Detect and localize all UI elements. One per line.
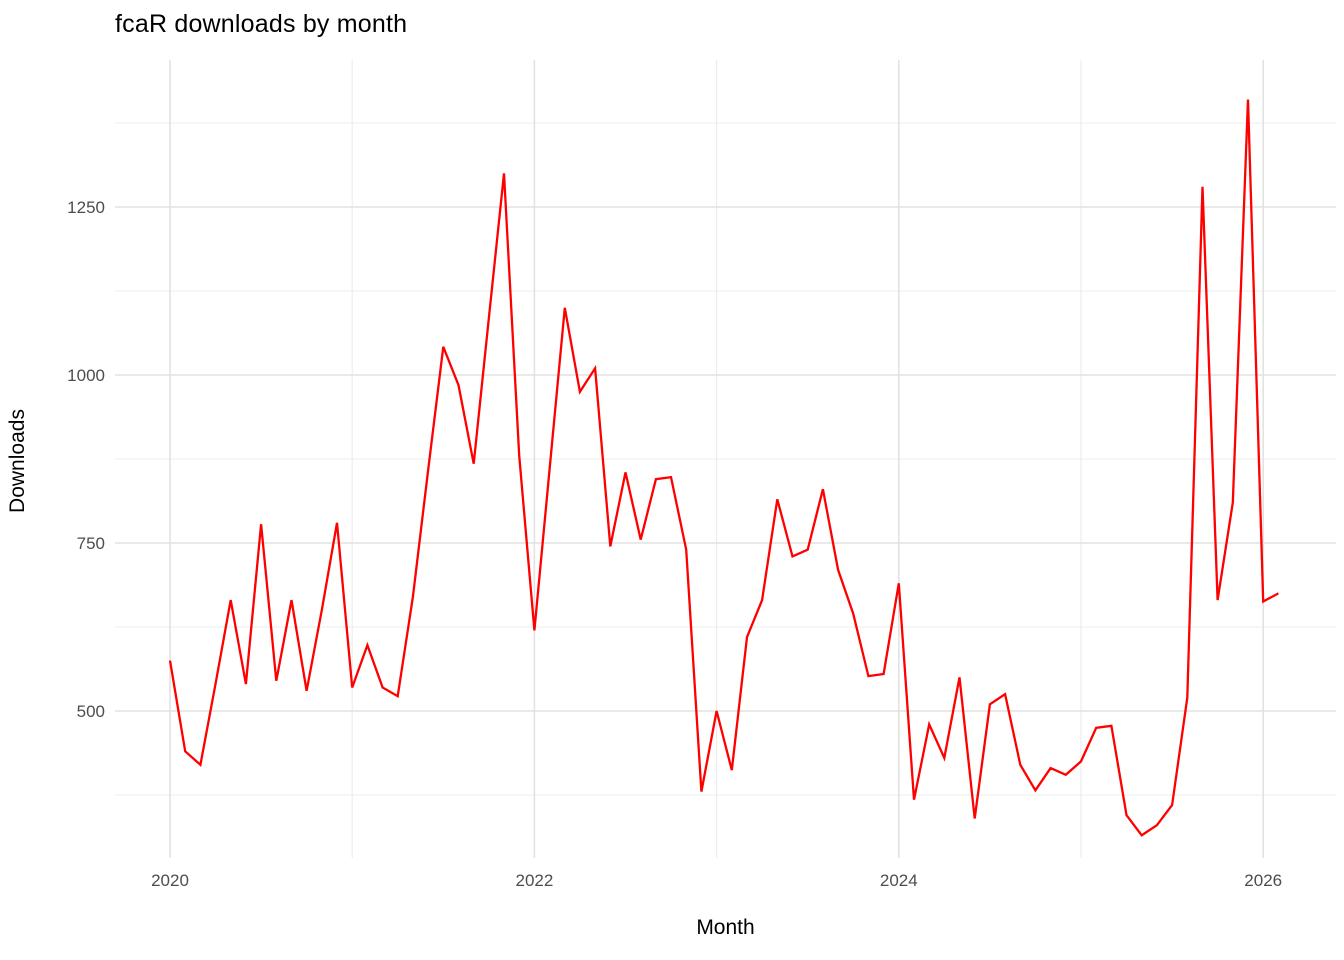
chart-title: fcaR downloads by month	[115, 10, 408, 38]
x-tick-label: 2020	[151, 871, 189, 890]
x-tick-label: 2026	[1244, 871, 1282, 890]
y-tick-label: 1250	[67, 198, 105, 217]
x-axis-title: Month	[696, 916, 755, 939]
y-tick-label: 750	[77, 534, 105, 553]
x-tick-label: 2022	[515, 871, 553, 890]
downloads-series-line	[168, 99, 1279, 837]
y-tick-label: 1000	[67, 366, 105, 385]
y-tick-label: 500	[77, 702, 105, 721]
x-tick-label: 2024	[880, 871, 918, 890]
